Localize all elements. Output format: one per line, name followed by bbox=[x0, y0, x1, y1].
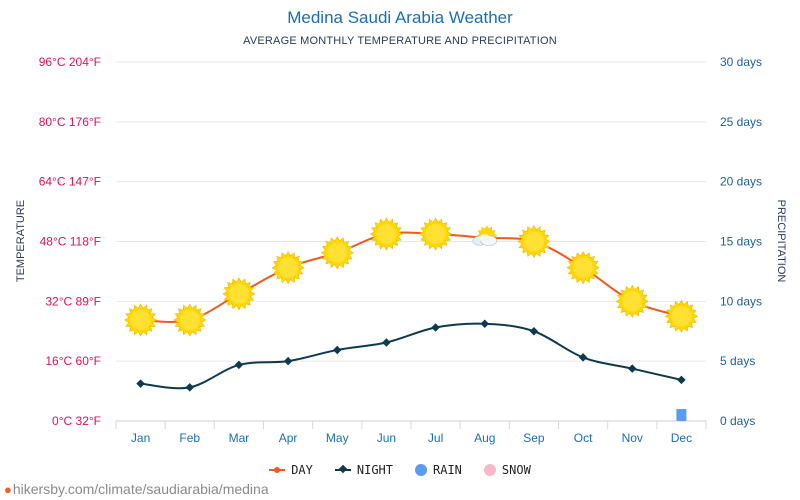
month-tick-label: Jun bbox=[377, 431, 396, 445]
night-series-line bbox=[140, 322, 682, 390]
sun-icon-core bbox=[523, 231, 544, 252]
temperature-tick-label: 80°C 176°F bbox=[39, 115, 101, 129]
month-tick-label: Oct bbox=[574, 431, 593, 445]
month-tick-label: Dec bbox=[671, 431, 692, 445]
sun-icon-core bbox=[425, 224, 446, 245]
legend-day-marker bbox=[269, 467, 286, 473]
y2-axis-title: PRECIPITATION bbox=[775, 200, 787, 283]
night-point bbox=[628, 364, 637, 373]
night-point bbox=[529, 327, 539, 336]
night-point bbox=[234, 360, 244, 370]
month-tick-label: Jan bbox=[131, 431, 150, 445]
sun-icon-core bbox=[327, 242, 348, 263]
sun-icon-core bbox=[228, 283, 249, 304]
month-tick-label: Apr bbox=[279, 431, 298, 445]
chart-title: Medina Saudi Arabia Weather bbox=[287, 8, 513, 27]
night-point bbox=[431, 323, 440, 332]
precipitation-tick-label: 0 days bbox=[720, 414, 755, 428]
precipitation-tick-label: 5 days bbox=[720, 354, 755, 368]
month-tick-label: Nov bbox=[622, 431, 643, 445]
legend-day[interactable]: DAY bbox=[269, 463, 313, 477]
temperature-tick-label: 32°C 89°F bbox=[45, 294, 101, 308]
night-point bbox=[578, 353, 588, 362]
night-point bbox=[283, 356, 293, 366]
month-tick-label: Sep bbox=[523, 431, 545, 445]
legend-rain-marker bbox=[415, 464, 427, 476]
night-point bbox=[136, 379, 145, 388]
temperature-tick-label: 0°C 32°F bbox=[52, 414, 101, 428]
legend-night-label: NIGHT bbox=[356, 463, 393, 477]
chart-legend: DAY NIGHT RAIN SNOW bbox=[0, 463, 800, 477]
month-tick-label: Feb bbox=[179, 431, 200, 445]
temperature-tick-label: 16°C 60°F bbox=[45, 354, 101, 368]
source-link[interactable]: ●hikersby.com/climate/saudiarabia/medina bbox=[4, 481, 269, 497]
month-tick-label: Aug bbox=[474, 431, 495, 445]
legend-night-marker bbox=[334, 464, 351, 474]
temperature-tick-label: 48°C 118°F bbox=[40, 235, 101, 249]
legend-snow[interactable]: SNOW bbox=[483, 463, 531, 477]
sun-icon-core bbox=[278, 257, 299, 278]
sun-icon-core bbox=[130, 310, 151, 331]
month-tick-label: May bbox=[326, 431, 349, 445]
rain-bar bbox=[676, 409, 687, 421]
sun-icon-core bbox=[376, 224, 397, 245]
night-point bbox=[333, 345, 342, 355]
precipitation-tick-label: 15 days bbox=[720, 235, 762, 249]
cloud-part bbox=[479, 234, 490, 243]
legend-night[interactable]: NIGHT bbox=[334, 463, 393, 477]
month-tick-label: Jul bbox=[428, 431, 443, 445]
night-point bbox=[677, 375, 686, 385]
temperature-tick-label: 96°C 204°F bbox=[39, 55, 101, 69]
sun-icon-core bbox=[179, 310, 200, 331]
month-tick-label: Mar bbox=[229, 431, 250, 445]
day-series-line bbox=[140, 231, 682, 323]
precipitation-tick-label: 25 days bbox=[720, 115, 762, 129]
location-pin-icon: ● bbox=[4, 482, 12, 497]
night-point bbox=[382, 338, 391, 347]
y-axis-title: TEMPERATURE bbox=[15, 200, 27, 282]
night-point bbox=[185, 383, 194, 392]
source-url: hikersby.com/climate/saudiarabia/medina bbox=[12, 481, 269, 497]
legend-rain-label: RAIN bbox=[433, 463, 462, 477]
night-point bbox=[480, 319, 489, 329]
sun-icon-core bbox=[622, 291, 643, 312]
legend-rain[interactable]: RAIN bbox=[415, 463, 462, 477]
legend-day-label: DAY bbox=[291, 463, 313, 477]
precipitation-tick-label: 20 days bbox=[720, 175, 762, 189]
legend-snow-marker bbox=[483, 464, 496, 476]
precipitation-tick-label: 30 days bbox=[720, 55, 762, 69]
temperature-tick-label: 64°C 147°F bbox=[39, 175, 101, 189]
sun-icon-core bbox=[573, 257, 594, 278]
legend-snow-label: SNOW bbox=[501, 463, 531, 477]
chart-subtitle: AVERAGE MONTHLY TEMPERATURE AND PRECIPIT… bbox=[243, 35, 557, 47]
precipitation-tick-label: 10 days bbox=[720, 294, 762, 308]
sun-icon-core bbox=[671, 306, 692, 327]
